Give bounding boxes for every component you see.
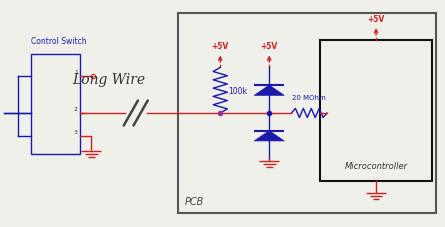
Bar bbox=[320, 41, 432, 182]
Text: 1: 1 bbox=[74, 69, 78, 74]
Text: PCB: PCB bbox=[185, 197, 204, 207]
Text: Control Switch: Control Switch bbox=[31, 37, 87, 45]
Text: 20 MOhm: 20 MOhm bbox=[291, 95, 325, 101]
Text: +5V: +5V bbox=[212, 42, 229, 51]
Text: 100k: 100k bbox=[228, 86, 247, 95]
Polygon shape bbox=[254, 131, 284, 141]
Text: Long Wire: Long Wire bbox=[73, 72, 146, 86]
Bar bbox=[31, 54, 80, 154]
Text: +5V: +5V bbox=[261, 42, 278, 51]
Text: 2: 2 bbox=[74, 106, 78, 111]
Text: 3: 3 bbox=[74, 129, 78, 134]
Text: +5V: +5V bbox=[368, 15, 384, 24]
Polygon shape bbox=[254, 86, 284, 96]
Text: Microcontroller: Microcontroller bbox=[344, 161, 408, 170]
